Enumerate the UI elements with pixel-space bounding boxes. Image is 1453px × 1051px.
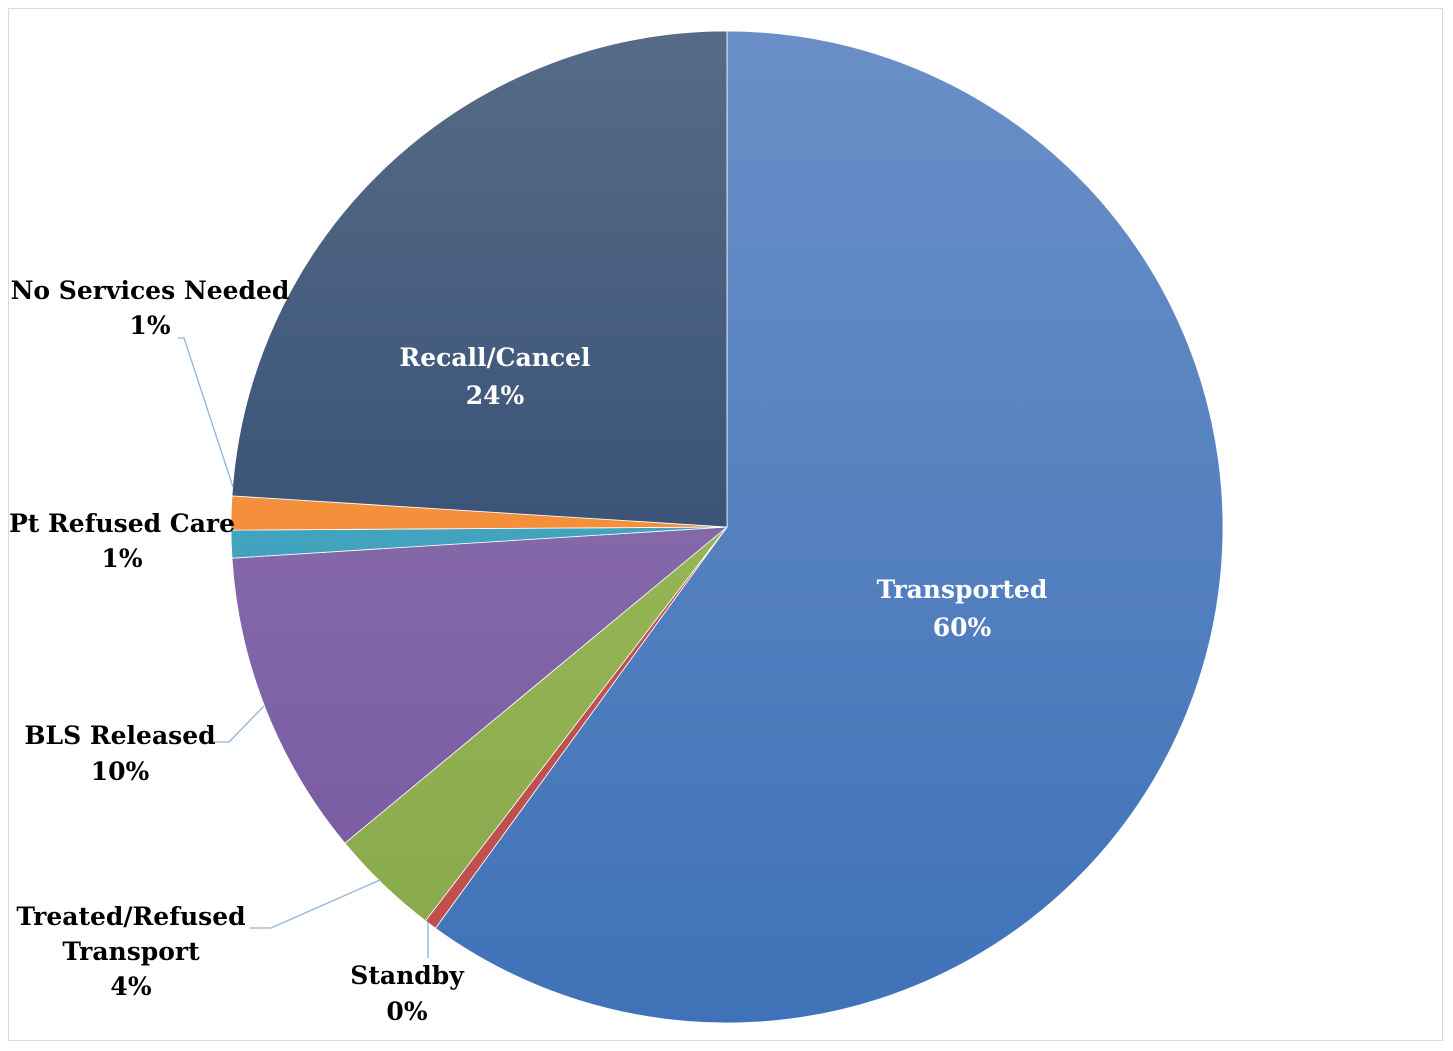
slice-percent: 60% xyxy=(933,613,992,642)
data-label-recall-cancel: Recall/Cancel 24% xyxy=(399,343,590,410)
slice-name: Treated/Refused xyxy=(16,902,245,931)
leader-line-treated-refused-transport xyxy=(250,879,381,929)
slice-recall-cancel[interactable] xyxy=(231,30,728,528)
data-label-pt-refused-care: Pt Refused Care 1% xyxy=(9,509,235,573)
slice-bls-released[interactable] xyxy=(231,526,729,844)
slice-percent: 4% xyxy=(110,972,151,1001)
data-label-bls-released: BLS Released 10% xyxy=(24,721,215,786)
data-label-no-services-needed: No Services Needed 1% xyxy=(11,276,290,340)
slice-percent: 1% xyxy=(129,311,170,340)
leader-line-no-services-needed xyxy=(178,337,234,488)
leader-line-bls-released xyxy=(212,705,265,743)
slice-percent: 1% xyxy=(101,544,142,573)
data-label-treated-refused-transport: Treated/Refused Transport 4% xyxy=(16,902,245,1001)
slice-name: Transport xyxy=(62,937,200,966)
slice-name: Recall/Cancel xyxy=(399,343,590,372)
slice-percent: 10% xyxy=(91,757,150,786)
slice-name: BLS Released xyxy=(24,721,215,750)
slice-transported[interactable] xyxy=(434,30,1224,1024)
slice-name: No Services Needed xyxy=(11,276,290,305)
slice-percent: 0% xyxy=(386,997,427,1026)
data-label-transported: Transported 60% xyxy=(877,575,1048,642)
slice-name: Standby xyxy=(350,961,465,990)
data-label-standby: Standby 0% xyxy=(350,961,465,1026)
slice-percent: 24% xyxy=(466,381,525,410)
slice-name: Transported xyxy=(877,575,1048,604)
slice-name: Pt Refused Care xyxy=(9,509,235,538)
